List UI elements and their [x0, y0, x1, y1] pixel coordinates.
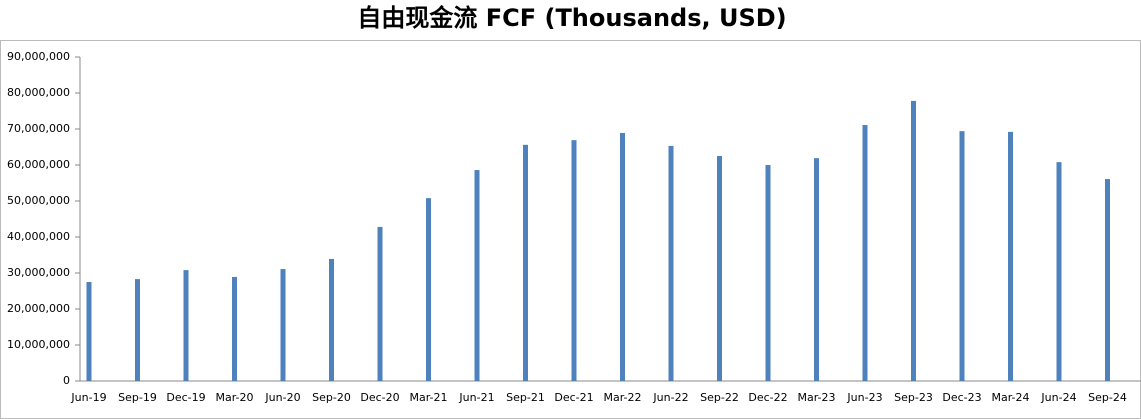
y-tick-label: 70,000,000	[7, 122, 70, 135]
y-tick-label: 20,000,000	[7, 302, 70, 315]
x-tick-label: Sep-19	[118, 391, 157, 404]
x-tick-label: Jun-19	[70, 391, 106, 404]
bar	[911, 100, 916, 382]
bar	[571, 140, 577, 381]
y-tick-label: 0	[63, 374, 70, 387]
bar	[814, 158, 819, 381]
bar	[86, 282, 92, 381]
x-tick-label: Sep-20	[312, 391, 351, 404]
x-tick-label: Dec-19	[166, 391, 205, 404]
bar	[862, 125, 868, 381]
bar	[377, 226, 383, 381]
x-tick-label: Jun-20	[264, 391, 300, 404]
x-tick-label: Jun-21	[458, 391, 494, 404]
bar	[329, 258, 334, 381]
x-tick-label: Mar-24	[991, 391, 1029, 404]
bar	[765, 165, 771, 381]
bar	[474, 170, 480, 381]
x-tick-label: Dec-22	[748, 391, 787, 404]
bar	[1105, 179, 1110, 381]
x-tick-label: Sep-21	[506, 391, 545, 404]
x-tick-label: Mar-23	[797, 391, 835, 404]
bar	[668, 145, 674, 381]
bar	[183, 270, 189, 381]
bar	[620, 132, 625, 381]
chart-border	[0, 40, 1141, 419]
x-tick-label: Dec-21	[554, 391, 593, 404]
y-tick-label: 30,000,000	[7, 266, 70, 279]
bar	[959, 131, 965, 381]
bar	[717, 156, 722, 381]
y-tick-label: 60,000,000	[7, 158, 70, 171]
x-tick-label: Jun-24	[1040, 391, 1076, 404]
x-tick-label: Mar-21	[409, 391, 447, 404]
bar	[523, 144, 528, 381]
chart-title: 自由现金流 FCF (Thousands, USD)	[357, 4, 786, 32]
x-tick-label: Sep-22	[700, 391, 739, 404]
x-tick-label: Mar-20	[215, 391, 253, 404]
y-tick-label: 50,000,000	[7, 194, 70, 207]
bar	[1056, 162, 1062, 381]
x-tick-label: Jun-23	[846, 391, 882, 404]
x-tick-label: Dec-20	[360, 391, 399, 404]
y-tick-label: 90,000,000	[7, 50, 70, 63]
bar	[1008, 131, 1013, 381]
y-tick-label: 10,000,000	[7, 338, 70, 351]
x-tick-label: Dec-23	[942, 391, 981, 404]
bar	[135, 279, 140, 381]
x-tick-label: Sep-23	[894, 391, 933, 404]
x-tick-label: Jun-22	[652, 391, 688, 404]
bar	[280, 269, 286, 381]
x-tick-label: Mar-22	[603, 391, 641, 404]
bar	[426, 198, 431, 381]
y-tick-label: 80,000,000	[7, 86, 70, 99]
bar	[232, 276, 237, 381]
x-tick-label: Sep-24	[1088, 391, 1127, 404]
y-tick-label: 40,000,000	[7, 230, 70, 243]
